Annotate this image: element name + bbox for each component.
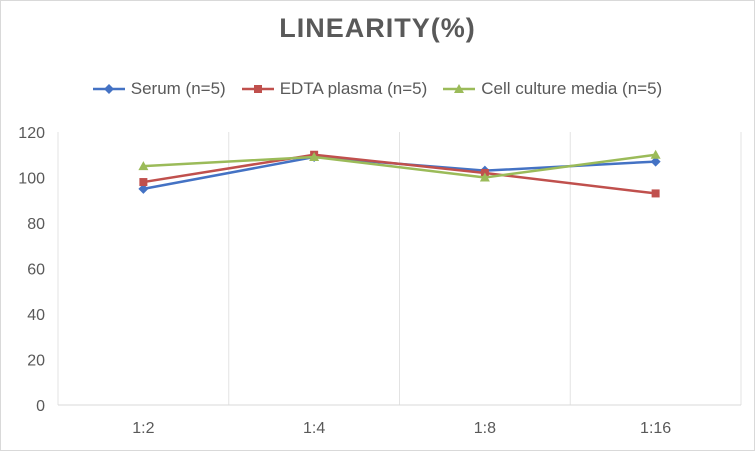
legend-marker-edta-plasma [241,85,274,93]
series-line-2 [143,153,656,179]
legend-item-cell-culture-media: Cell culture media (n=5) [443,79,662,99]
y-tick-label: 80 [27,216,45,233]
data-point-marker [138,161,149,171]
data-point-marker [650,156,661,167]
legend-item-serum: Serum (n=5) [92,79,226,99]
legend-marker-serum [92,84,125,94]
data-point-marker [651,189,660,198]
data-point-marker [138,183,149,194]
y-tick-label: 20 [27,353,45,370]
y-tick-label: 40 [27,307,45,324]
x-tick-label: 1:2 [132,420,154,437]
legend-label-cell-culture-media: Cell culture media (n=5) [481,79,663,98]
x-tick-label: 1:4 [303,420,325,437]
legend: Serum (n=5) EDTA plasma (n=5) Cell cultu… [1,79,754,99]
x-tick-label: 1:16 [640,420,671,437]
chart-title: LINEARITY(%) [279,13,476,43]
series-line-1 [143,153,656,195]
y-tick-label: 0 [36,398,45,415]
y-tick-label: 120 [18,125,45,142]
data-point-marker [479,172,490,182]
legend-label-edta-plasma: EDTA plasma (n=5) [279,79,428,98]
data-point-marker [650,149,661,159]
legend-marker-cell-culture-media [443,84,476,93]
data-point-marker [139,178,148,187]
y-tick-label: 60 [27,262,45,279]
x-tick-label: 1:8 [474,420,496,437]
data-point-marker [309,152,320,162]
legend-label-serum: Serum (n=5) [130,79,226,98]
legend-item-edta-plasma: EDTA plasma (n=5) [241,79,428,99]
y-tick-label: 100 [18,171,45,188]
